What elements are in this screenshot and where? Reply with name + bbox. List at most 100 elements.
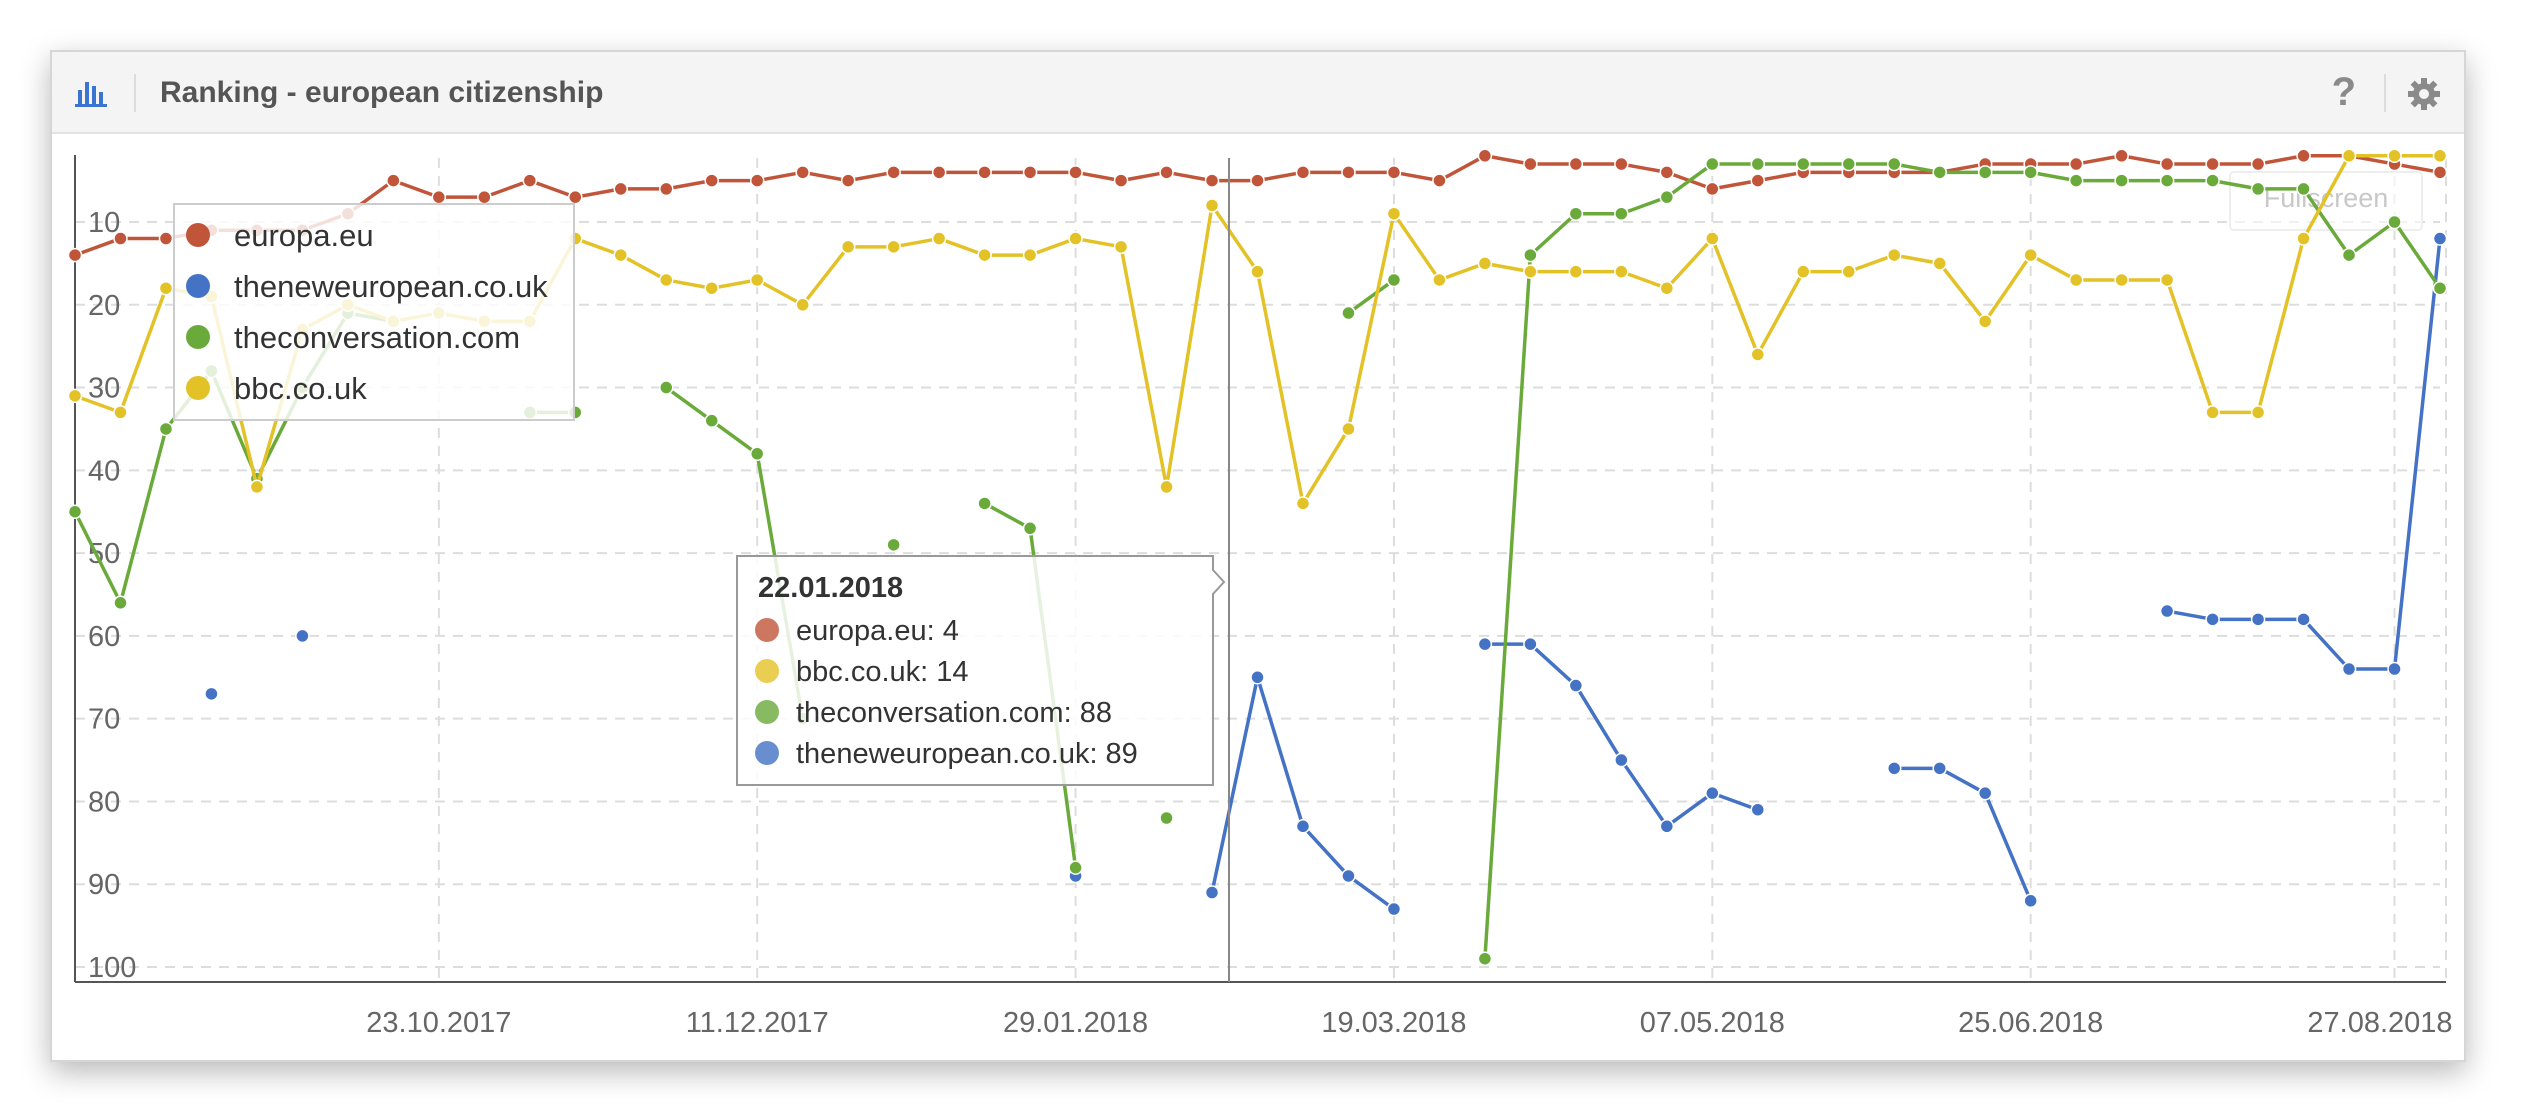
- data-point[interactable]: [1977, 165, 1993, 180]
- data-point[interactable]: [1614, 156, 1629, 172]
- data-point[interactable]: [1750, 347, 1766, 362]
- data-point[interactable]: [1386, 272, 1402, 288]
- data-point[interactable]: [1705, 231, 1720, 246]
- data-point[interactable]: [1977, 785, 1993, 801]
- data-point[interactable]: [67, 504, 83, 519]
- data-point[interactable]: [1614, 206, 1629, 221]
- data-point[interactable]: [2205, 173, 2220, 188]
- help-icon[interactable]: ?: [2331, 70, 2356, 114]
- data-point[interactable]: [2023, 165, 2038, 180]
- data-point[interactable]: [1341, 421, 1356, 437]
- data-point[interactable]: [2296, 231, 2311, 246]
- data-point[interactable]: [1159, 165, 1174, 180]
- data-point[interactable]: [1432, 272, 1447, 288]
- data-point[interactable]: [1477, 951, 1493, 966]
- data-point[interactable]: [977, 165, 992, 180]
- data-point[interactable]: [113, 405, 128, 420]
- data-point[interactable]: [1386, 901, 1402, 917]
- data-point[interactable]: [1295, 819, 1311, 834]
- data-point[interactable]: [1295, 165, 1311, 180]
- data-point[interactable]: [1932, 256, 1947, 271]
- data-point[interactable]: [1341, 868, 1356, 884]
- data-point[interactable]: [2296, 612, 2311, 627]
- data-point[interactable]: [249, 479, 265, 495]
- data-point[interactable]: [1523, 156, 1538, 172]
- data-point[interactable]: [2068, 272, 2084, 288]
- data-point[interactable]: [2159, 156, 2175, 172]
- data-point[interactable]: [1932, 761, 1947, 776]
- data-point[interactable]: [2205, 156, 2220, 172]
- data-point[interactable]: [2114, 173, 2129, 188]
- data-point[interactable]: [2387, 148, 2402, 164]
- data-point[interactable]: [1523, 636, 1538, 652]
- data-point[interactable]: [1886, 156, 1902, 172]
- data-point[interactable]: [1659, 819, 1675, 834]
- data-point[interactable]: [386, 173, 401, 188]
- data-point[interactable]: [749, 446, 765, 462]
- data-point[interactable]: [1204, 198, 1220, 213]
- data-point[interactable]: [2068, 173, 2084, 188]
- data-point[interactable]: [886, 239, 901, 255]
- data-point[interactable]: [2341, 148, 2357, 164]
- data-point[interactable]: [295, 628, 310, 644]
- data-point[interactable]: [1295, 496, 1311, 511]
- data-point[interactable]: [1386, 165, 1402, 180]
- data-point[interactable]: [2250, 405, 2266, 420]
- legend-item[interactable]: europa.eu: [186, 218, 374, 253]
- data-point[interactable]: [2205, 612, 2220, 627]
- data-point[interactable]: [431, 189, 447, 205]
- data-point[interactable]: [1705, 156, 1720, 172]
- data-point[interactable]: [1750, 802, 1766, 817]
- data-point[interactable]: [2023, 247, 2038, 263]
- data-point[interactable]: [659, 272, 674, 288]
- data-point[interactable]: [749, 173, 765, 188]
- data-point[interactable]: [477, 189, 492, 205]
- data-point[interactable]: [2387, 661, 2402, 677]
- data-point[interactable]: [67, 388, 83, 404]
- data-point[interactable]: [1159, 810, 1174, 826]
- data-point[interactable]: [113, 231, 128, 246]
- data-point[interactable]: [795, 297, 810, 313]
- data-point[interactable]: [1659, 189, 1675, 205]
- legend-item[interactable]: theconversation.com: [186, 320, 520, 355]
- data-point[interactable]: [1250, 670, 1265, 685]
- data-point[interactable]: [1341, 305, 1356, 321]
- data-point[interactable]: [1886, 761, 1902, 776]
- data-point[interactable]: [1932, 165, 1947, 180]
- data-point[interactable]: [2159, 272, 2175, 288]
- data-point[interactable]: [2250, 181, 2266, 197]
- data-point[interactable]: [659, 181, 674, 197]
- data-point[interactable]: [2432, 231, 2448, 246]
- data-point[interactable]: [1614, 264, 1629, 279]
- data-point[interactable]: [2114, 148, 2129, 164]
- data-point[interactable]: [1614, 752, 1629, 768]
- data-point[interactable]: [1523, 247, 1538, 263]
- data-point[interactable]: [1796, 156, 1811, 172]
- data-point[interactable]: [522, 173, 538, 188]
- data-point[interactable]: [704, 280, 719, 296]
- data-point[interactable]: [1977, 314, 1993, 329]
- data-point[interactable]: [704, 413, 719, 428]
- data-point[interactable]: [2250, 612, 2266, 627]
- data-point[interactable]: [2432, 165, 2448, 180]
- legend-item[interactable]: bbc.co.uk: [186, 371, 367, 406]
- bar-chart-icon[interactable]: [74, 76, 108, 108]
- data-point[interactable]: [1477, 148, 1493, 164]
- data-point[interactable]: [1659, 165, 1675, 180]
- data-point[interactable]: [2296, 181, 2311, 197]
- data-point[interactable]: [1750, 156, 1766, 172]
- data-point[interactable]: [158, 421, 174, 437]
- data-point[interactable]: [113, 595, 128, 611]
- data-point[interactable]: [749, 272, 765, 288]
- gear-icon[interactable]: [2406, 76, 2442, 112]
- data-point[interactable]: [1068, 860, 1083, 875]
- data-point[interactable]: [2341, 661, 2357, 677]
- data-point[interactable]: [2159, 173, 2175, 188]
- data-point[interactable]: [977, 247, 992, 263]
- data-point[interactable]: [1068, 165, 1083, 180]
- data-point[interactable]: [158, 231, 174, 246]
- data-point[interactable]: [1113, 239, 1129, 255]
- data-point[interactable]: [1568, 678, 1584, 693]
- legend-item[interactable]: theneweuropean.co.uk: [186, 269, 548, 304]
- data-point[interactable]: [931, 231, 947, 246]
